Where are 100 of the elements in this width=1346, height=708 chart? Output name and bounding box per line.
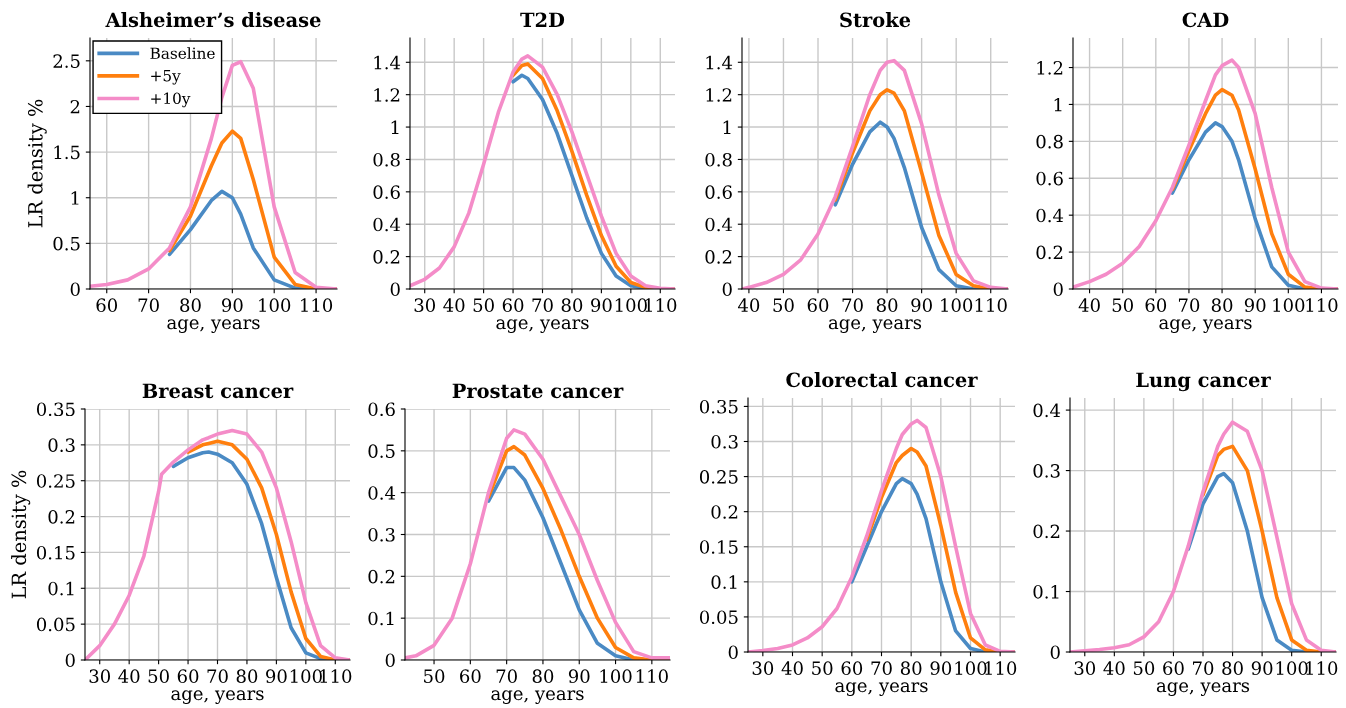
legend-label: Baseline <box>150 47 215 59</box>
y-tick-label: 1.5 <box>54 145 80 160</box>
x-tick-label: 80 <box>180 298 201 312</box>
x-axis-title: age, years <box>171 690 264 704</box>
x-tick-label: 70 <box>496 669 517 683</box>
x-axis-title: age, years <box>835 682 928 696</box>
x-tick-label: 40 <box>1103 661 1125 675</box>
y-tick-label: 0 <box>70 282 80 297</box>
y-axis-title: LR density % <box>27 99 47 228</box>
chart-title: CAD <box>1182 12 1229 28</box>
legend-label: +5y <box>151 70 181 85</box>
y-tick-label: 0 <box>722 282 732 297</box>
x-tick-label: 80 <box>532 669 554 683</box>
x-tick-label: 60 <box>807 298 829 312</box>
chart-title: Prostate cancer <box>452 383 624 399</box>
y-tick-label: 0.1 <box>48 581 74 596</box>
y-tick-label: 0 <box>1050 645 1060 660</box>
y-tick-label: 1.4 <box>706 55 733 70</box>
x-tick-label: 100 <box>941 298 973 312</box>
x-tick-label: 110 <box>636 669 668 683</box>
x-tick-label: 90 <box>568 669 590 683</box>
x-axis-title: age, years <box>828 319 922 333</box>
y-tick-label: 0.6 <box>1036 171 1063 186</box>
x-tick-label: 40 <box>443 298 465 312</box>
x-tick-label: 90 <box>591 298 612 312</box>
y-tick-label: 0.3 <box>711 434 738 449</box>
y-tick-label: 0.4 <box>368 486 396 500</box>
x-tick-label: 40 <box>781 661 803 675</box>
y-tick-label: 0.15 <box>699 540 738 554</box>
y-tick-label: 0.2 <box>1033 524 1060 539</box>
y-tick-label: 0.4 <box>1033 403 1061 418</box>
y-tick-label: 0.3 <box>1033 464 1060 478</box>
x-tick-label: 110 <box>985 661 1017 675</box>
x-tick-label: 80 <box>236 669 258 683</box>
chart-title: Alsheimer’s disease <box>105 12 321 28</box>
y-tick-label: 0.8 <box>373 152 400 167</box>
x-tick-label: 90 <box>1251 661 1273 675</box>
x-tick-label: 110 <box>320 669 352 683</box>
x-tick-label: 100 <box>1273 298 1305 312</box>
x-tick-label: 110 <box>975 298 1007 312</box>
x-tick-label: 50 <box>473 298 494 312</box>
y-tick-label: 0.25 <box>36 474 75 488</box>
y-tick-label: 0.1 <box>1033 584 1059 599</box>
x-tick-label: 80 <box>900 661 922 675</box>
y-tick-label: 0.4 <box>705 217 733 232</box>
y-tick-label: 0.5 <box>368 444 395 458</box>
x-tick-label: 70 <box>842 298 863 312</box>
y-tick-label: 0.35 <box>699 399 738 414</box>
y-tick-label: 0 <box>728 645 738 660</box>
x-tick-label: 70 <box>1193 661 1214 675</box>
y-tick-label: 0.15 <box>36 545 75 560</box>
x-tick-label: 50 <box>1133 661 1155 675</box>
x-tick-label: 80 <box>876 298 898 312</box>
x-tick-label: 70 <box>138 298 159 312</box>
y-tick-label: 0 <box>385 653 395 668</box>
x-tick-label: 60 <box>502 298 524 312</box>
x-axis-title: age, years <box>167 319 260 333</box>
x-tick-label: 80 <box>1211 298 1233 312</box>
x-tick-label: 70 <box>1178 298 1200 312</box>
y-tick-label: 0.8 <box>705 152 732 167</box>
y-tick-label: 1 <box>391 120 399 134</box>
x-tick-label: 30 <box>1074 661 1096 675</box>
x-tick-label: 100 <box>259 298 291 312</box>
x-axis-title: age, years <box>491 690 584 704</box>
y-tick-label: 0.3 <box>48 438 75 452</box>
x-tick-label: 70 <box>871 661 892 675</box>
y-tick-label: 0.4 <box>373 217 401 232</box>
y-tick-label: 0.4 <box>1036 208 1064 223</box>
x-tick-label: 110 <box>1306 298 1338 312</box>
legend-label: +10y <box>151 92 191 108</box>
y-tick-label: 0.2 <box>368 569 395 584</box>
y-tick-label: 0.35 <box>36 402 75 417</box>
x-tick-label: 110 <box>1306 661 1338 675</box>
x-tick-label: 80 <box>1222 661 1243 675</box>
x-tick-label: 50 <box>1112 298 1133 312</box>
x-tick-label: 90 <box>221 298 243 312</box>
x-tick-label: 70 <box>207 669 228 683</box>
y-tick-label: 0.2 <box>711 505 738 519</box>
y-tick-label: 0.8 <box>1036 134 1063 149</box>
y-tick-label: 1 <box>1054 97 1062 112</box>
y-tick-label: 2.5 <box>53 54 80 68</box>
x-tick-label: 50 <box>148 669 169 683</box>
x-tick-label: 60 <box>841 661 863 675</box>
x-tick-label: 100 <box>1276 661 1308 675</box>
x-tick-label: 100 <box>615 298 647 312</box>
y-tick-label: 1 <box>71 191 79 205</box>
chart-title: Stroke <box>840 12 911 28</box>
y-tick-label: 0 <box>65 653 75 668</box>
y-tick-label: 2 <box>70 99 80 114</box>
y-tick-label: 1.2 <box>1037 60 1063 75</box>
x-tick-label: 70 <box>532 298 553 312</box>
y-tick-label: 0.1 <box>368 611 394 626</box>
y-tick-label: 0.2 <box>1036 245 1063 260</box>
y-tick-label: 0.05 <box>36 617 75 632</box>
x-tick-label: 40 <box>737 298 760 312</box>
x-tick-label: 50 <box>424 669 445 683</box>
x-axis-title: age, years <box>1156 682 1250 696</box>
x-tick-label: 110 <box>645 298 677 312</box>
y-tick-label: 1.2 <box>374 88 400 102</box>
y-tick-label: 0.5 <box>53 236 80 251</box>
